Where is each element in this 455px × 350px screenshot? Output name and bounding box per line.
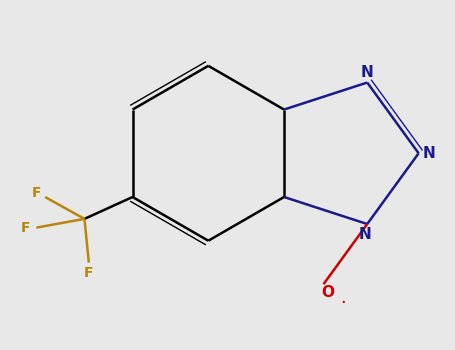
Text: O: O xyxy=(321,285,334,300)
Text: F: F xyxy=(84,266,94,280)
Text: N: N xyxy=(361,64,374,79)
Text: ·: · xyxy=(340,294,346,313)
Text: N: N xyxy=(423,146,435,161)
Text: F: F xyxy=(21,220,30,234)
Text: F: F xyxy=(31,186,41,199)
Text: N: N xyxy=(359,227,372,242)
